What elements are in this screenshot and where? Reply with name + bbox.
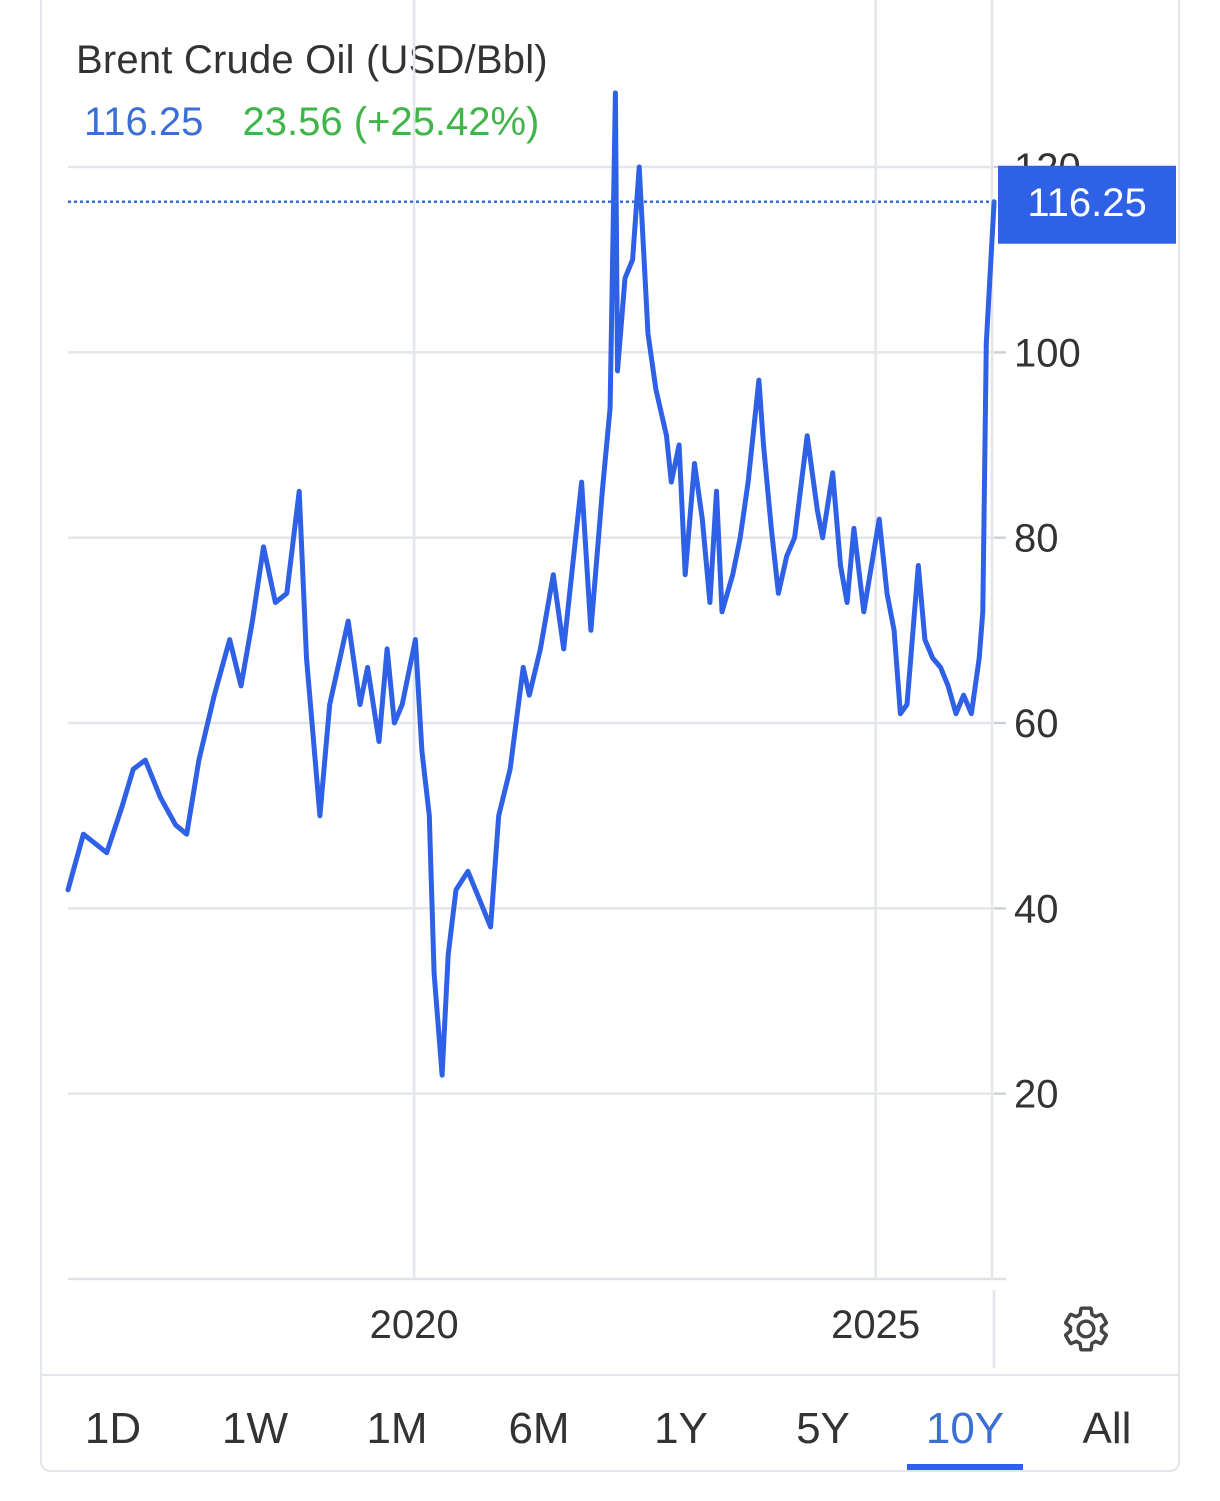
quote-line: 116.25 23.56 (+25.42%) bbox=[84, 100, 539, 145]
gear-icon[interactable] bbox=[1060, 1303, 1112, 1355]
price-tag-box bbox=[998, 165, 1176, 244]
tab-1y[interactable]: 1Y bbox=[654, 1404, 708, 1453]
series-layer bbox=[65, 90, 997, 1078]
x-tick-label: 2020 bbox=[370, 1303, 459, 1347]
tab-1d[interactable]: 1D bbox=[84, 1404, 142, 1453]
tab-1w[interactable]: 1W bbox=[222, 1404, 288, 1453]
range-tabs: 1D 1W 1M 6M 1Y 5Y 10Y All bbox=[42, 1374, 1178, 1472]
price-series-line bbox=[65, 90, 997, 1078]
y-tick-label: 40 bbox=[1014, 887, 1059, 931]
price-tag: 116.25 bbox=[998, 165, 1176, 244]
y-axis: 20406080100120 bbox=[994, 146, 1081, 1117]
y-tick-label: 80 bbox=[1014, 517, 1059, 561]
tab-10y[interactable]: 10Y bbox=[894, 1376, 1036, 1472]
y-tick-label: 20 bbox=[1014, 1073, 1059, 1117]
grid-lines bbox=[68, 0, 1006, 1368]
tab-6m[interactable]: 6M bbox=[508, 1404, 570, 1453]
tab-all[interactable]: All bbox=[1082, 1404, 1132, 1453]
y-tick-label: 100 bbox=[1014, 331, 1081, 375]
x-tick-label: 2025 bbox=[831, 1303, 920, 1347]
y-tick-label: 60 bbox=[1014, 702, 1059, 746]
price-change: 23.56 (+25.42%) bbox=[242, 100, 540, 144]
price-tag-label: 116.25 bbox=[1027, 181, 1146, 225]
x-axis: 2020 2025 bbox=[370, 1303, 921, 1347]
tab-5y[interactable]: 5Y bbox=[796, 1404, 850, 1453]
current-price: 116.25 bbox=[84, 100, 204, 144]
tab-1m[interactable]: 1M bbox=[366, 1404, 428, 1453]
chart-title: Brent Crude Oil (USD/Bbl) bbox=[76, 38, 548, 82]
